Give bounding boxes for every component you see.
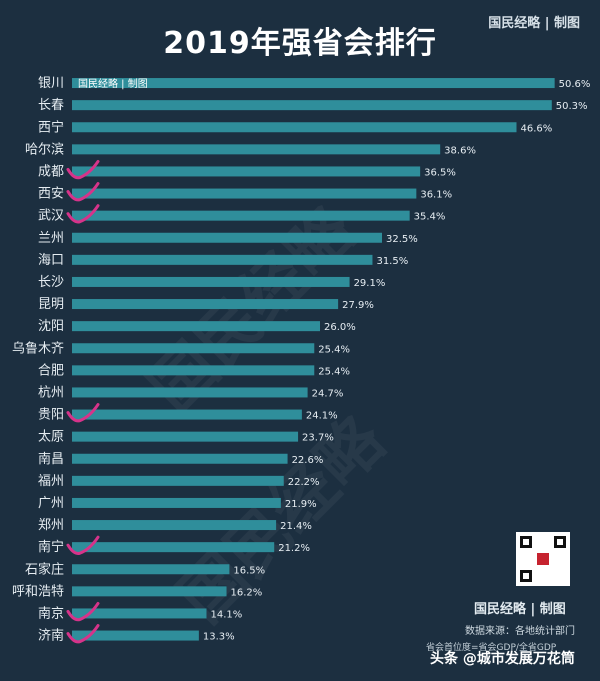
checkmark xyxy=(66,601,100,622)
value-label: 29.1% xyxy=(354,278,386,289)
value-label: 21.2% xyxy=(278,543,310,554)
category-label: 西安 xyxy=(38,187,64,202)
qr-logo xyxy=(537,553,549,565)
value-label: 50.6% xyxy=(559,79,591,90)
value-label: 16.2% xyxy=(231,587,263,598)
value-label: 27.9% xyxy=(342,300,374,311)
value-label: 21.4% xyxy=(280,521,312,532)
bar xyxy=(72,520,277,531)
bar xyxy=(72,387,308,398)
overlay-watermark: 头条 @城市发展万花筒 xyxy=(430,651,575,667)
category-label: 哈尔滨 xyxy=(25,141,64,157)
bar xyxy=(72,276,350,287)
bar xyxy=(72,453,288,464)
bar xyxy=(72,232,382,243)
value-label: 22.6% xyxy=(292,455,324,466)
category-label: 南京 xyxy=(38,605,64,621)
category-label: 兰州 xyxy=(38,231,64,246)
category-label: 南宁 xyxy=(38,539,64,555)
category-label: 石家庄 xyxy=(25,561,64,577)
category-label: 福州 xyxy=(38,474,64,489)
category-label: 海口 xyxy=(38,253,64,268)
value-label: 22.2% xyxy=(288,477,320,488)
bar xyxy=(72,122,517,133)
value-label: 14.1% xyxy=(210,609,242,620)
bar xyxy=(72,343,315,354)
checkmark xyxy=(66,535,100,555)
value-label: 26.0% xyxy=(324,322,356,333)
category-label: 郑州 xyxy=(38,518,64,533)
bar xyxy=(72,630,199,641)
value-label: 50.3% xyxy=(556,101,588,112)
checkmark xyxy=(66,403,100,423)
bar xyxy=(72,497,281,508)
category-label: 昆明 xyxy=(38,297,64,312)
value-label: 23.7% xyxy=(302,433,334,444)
bar xyxy=(72,431,299,442)
bar xyxy=(72,409,302,420)
bar xyxy=(72,564,230,575)
bar xyxy=(72,78,555,89)
category-label: 南昌 xyxy=(38,451,64,467)
bar xyxy=(72,299,339,310)
category-label: 乌鲁木齐 xyxy=(12,340,64,356)
bar xyxy=(72,542,275,553)
bar xyxy=(72,144,441,155)
bar xyxy=(72,188,417,199)
value-label: 25.4% xyxy=(318,366,350,377)
bar xyxy=(72,365,315,376)
value-label: 31.5% xyxy=(376,256,408,267)
bar xyxy=(72,254,373,265)
chart-title: 2019年强省会排行 xyxy=(163,26,437,61)
checkmark xyxy=(66,159,100,180)
qr-finder xyxy=(554,536,566,548)
value-label: 38.6% xyxy=(444,145,476,156)
brand-bottom: 国民经略 | 制图 xyxy=(474,602,566,617)
value-label: 21.9% xyxy=(285,499,317,510)
brand-top: 国民经略 | 制图 xyxy=(488,16,580,31)
bar xyxy=(72,608,207,619)
bar xyxy=(72,100,552,111)
bar xyxy=(72,166,421,177)
category-label: 长春 xyxy=(38,98,64,113)
category-label: 广州 xyxy=(38,496,64,511)
value-label: 36.5% xyxy=(424,167,456,178)
category-label: 长沙 xyxy=(38,275,64,290)
bar xyxy=(72,321,320,332)
qr-finder xyxy=(520,570,532,582)
category-label: 沈阳 xyxy=(38,319,64,334)
bar xyxy=(72,586,227,597)
category-label: 西宁 xyxy=(38,119,64,135)
value-label: 35.4% xyxy=(414,212,446,223)
category-label: 贵阳 xyxy=(38,408,64,423)
category-label: 武汉 xyxy=(38,209,64,224)
category-label: 济南 xyxy=(38,628,64,644)
value-label: 24.1% xyxy=(306,411,338,422)
formula-note: 省会首位度=省会GDP/全省GDP xyxy=(426,643,557,653)
checkmark xyxy=(66,624,100,644)
category-label: 银川 xyxy=(38,76,64,91)
category-label: 成都 xyxy=(38,164,64,179)
qr-code[interactable] xyxy=(516,532,570,586)
value-label: 32.5% xyxy=(386,234,418,245)
checkmark xyxy=(66,182,100,202)
value-label: 13.3% xyxy=(203,632,235,643)
value-label: 36.1% xyxy=(420,190,452,201)
category-label: 呼和浩特 xyxy=(12,584,64,599)
first-bar-brand: 国民经略 | 制图 xyxy=(78,77,148,90)
category-label: 杭州 xyxy=(38,385,64,400)
value-label: 25.4% xyxy=(318,344,350,355)
value-label: 16.5% xyxy=(233,565,265,576)
value-label: 46.6% xyxy=(520,123,552,134)
bar xyxy=(72,475,284,486)
checkmark xyxy=(66,204,100,224)
qr-finder xyxy=(520,536,532,548)
bar xyxy=(72,210,410,221)
data-source: 数据来源：各地统计部门 xyxy=(465,626,575,637)
category-label: 太原 xyxy=(38,430,64,445)
category-label: 合肥 xyxy=(38,363,64,378)
value-label: 24.7% xyxy=(312,388,344,399)
